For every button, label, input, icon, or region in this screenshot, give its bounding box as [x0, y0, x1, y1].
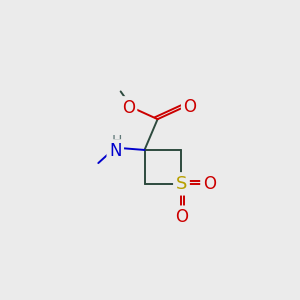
Text: O: O: [183, 98, 196, 116]
Text: O: O: [203, 175, 216, 193]
Text: N: N: [109, 142, 122, 160]
Text: S: S: [176, 175, 187, 193]
Text: O: O: [175, 208, 188, 226]
Text: H: H: [112, 134, 122, 148]
Text: O: O: [122, 99, 135, 117]
